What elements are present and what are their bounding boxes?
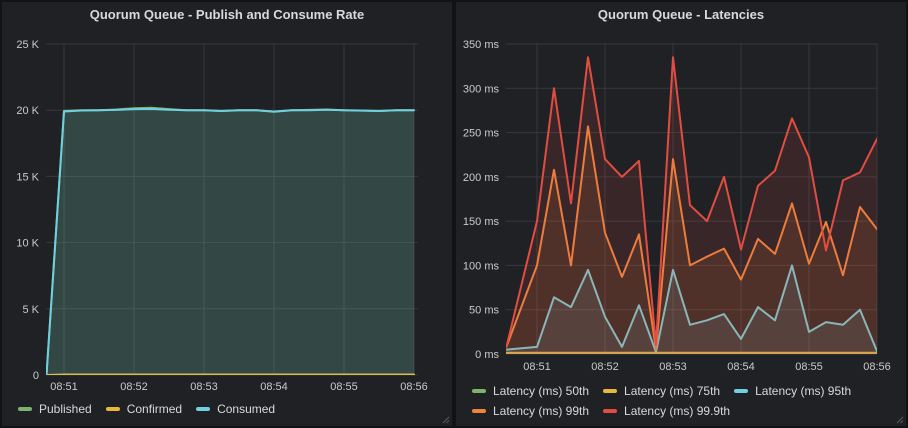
y-axis-tick-label: 100 ms (463, 260, 500, 272)
y-axis-tick-label: 20 K (16, 105, 39, 117)
legend: Published Confirmed Consumed (2, 400, 452, 418)
legend-series-swatch-icon (196, 407, 211, 411)
latencies-chart[interactable]: 350 ms 300 ms 250 ms 200 ms 150 ms 100 ms 50 m… (456, 30, 906, 382)
y-axis-tick-label: 5 K (22, 304, 39, 316)
legend-item[interactable]: Latency (ms) 75th (603, 382, 720, 400)
y-axis-tick-label: 300 ms (463, 83, 500, 95)
legend-item[interactable]: Latency (ms) 99.9th (603, 402, 730, 420)
legend-series-label: Latency (ms) 99th (493, 404, 590, 418)
y-axis-tick-label: 25 K (16, 39, 39, 51)
legend: Latency (ms) 50th Latency (ms) 75th Latenc… (456, 382, 906, 420)
series-area-published (46, 107, 414, 375)
series-line-latency-ms-99-9th (506, 56, 877, 348)
legend-series-swatch-icon (472, 409, 486, 413)
panel-resize-handle-icon[interactable] (894, 414, 904, 424)
y-axis-tick-label: 250 ms (463, 128, 500, 140)
legend-series-swatch-icon (603, 409, 618, 413)
x-axis-tick-label: 08:53 (659, 361, 687, 373)
legend-item[interactable]: Latency (ms) 50th (472, 382, 589, 400)
x-axis-tick-label: 08:52 (591, 361, 619, 373)
panel-resize-handle-icon[interactable] (440, 414, 450, 424)
legend-series-swatch-icon (603, 389, 618, 393)
x-axis-tick-label: 08:53 (190, 381, 218, 393)
y-axis-tick-label: 200 ms (463, 172, 500, 184)
panel-publish-consume-rate: Quorum Queue - Publish and Consume Rate … (2, 2, 452, 426)
legend-item[interactable]: Consumed (196, 400, 275, 418)
x-axis-tick-label: 08:54 (260, 381, 288, 393)
series-line-confirmed (46, 373, 415, 375)
series-line-latency-ms-95th (506, 264, 877, 354)
legend-series-swatch-icon (734, 389, 749, 393)
legend-series-label: Latency (ms) 95th (755, 384, 852, 398)
y-axis-tick-label: 0 (33, 370, 39, 382)
x-axis-tick-label: 08:55 (795, 361, 823, 373)
series-area-consumed (46, 108, 414, 375)
panel-title[interactable]: Quorum Queue - Latencies (597, 7, 765, 22)
y-axis-tick-label: 150 ms (463, 216, 500, 228)
y-axis-tick-label: 15 K (16, 171, 39, 183)
series-area-latency-ms-99-9th (506, 57, 877, 354)
series-line-latency-ms-99th (506, 125, 877, 351)
legend-item[interactable]: Latency (ms) 99th (472, 402, 589, 420)
series-area-latency-ms-99th (506, 126, 877, 354)
legend-item[interactable]: Latency (ms) 95th (734, 382, 851, 400)
x-axis-tick-label: 08:56 (400, 381, 428, 393)
x-axis-tick-label: 08:56 (863, 361, 891, 373)
legend-series-label: Latency (ms) 75th (624, 384, 721, 398)
x-axis-tick-label: 08:51 (50, 381, 78, 393)
y-axis-tick-label: 10 K (16, 238, 39, 250)
legend-series-swatch-icon (105, 407, 120, 411)
x-axis-tick-label: 08:55 (330, 381, 358, 393)
legend-series-label: Published (39, 402, 92, 416)
y-axis-tick-label: 0 ms (475, 349, 499, 361)
panel-title[interactable]: Quorum Queue - Publish and Consume Rate (89, 7, 365, 22)
x-axis-tick-label: 08:51 (523, 361, 551, 373)
publish-consume-chart[interactable]: 25 K 20 K 15 K 10 K 5 K 0 08:51 08:52 08:53 08:54… (2, 30, 452, 402)
panel-latencies: Quorum Queue - Latencies 350 ms 300 ms 250… (456, 2, 906, 426)
x-axis-tick-label: 08:54 (727, 361, 755, 373)
x-axis-tick-label: 08:52 (120, 381, 148, 393)
legend-series-swatch-icon (18, 407, 32, 411)
legend-series-label: Confirmed (126, 402, 183, 416)
y-axis-tick-label: 350 ms (463, 39, 500, 51)
legend-item[interactable]: Published (18, 400, 92, 418)
legend-item[interactable]: Confirmed (105, 400, 183, 418)
legend-series-label: Latency (ms) 50th (493, 384, 590, 398)
legend-series-label: Consumed (217, 402, 276, 416)
series-line-consumed (46, 107, 415, 375)
legend-series-swatch-icon (472, 389, 486, 393)
legend-series-label: Latency (ms) 99.9th (624, 404, 731, 418)
series-area-latency-ms-95th (506, 265, 877, 354)
y-axis-tick-label: 50 ms (469, 305, 499, 317)
